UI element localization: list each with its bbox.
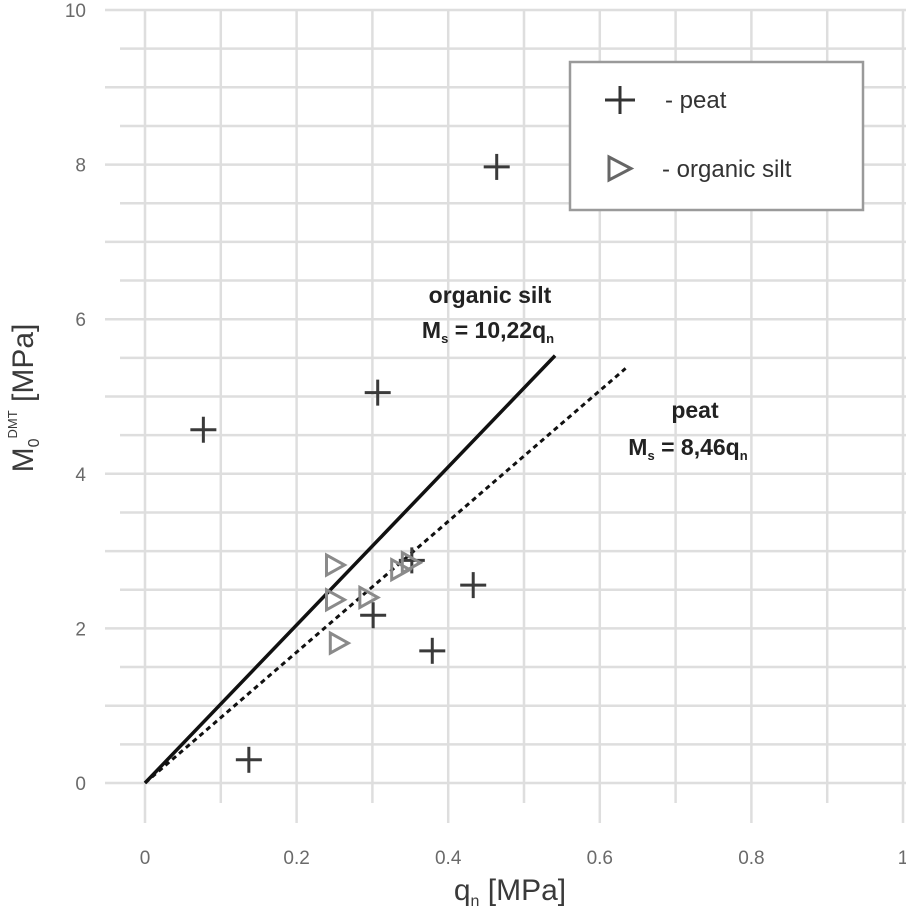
y-tick-label: 0 <box>75 774 86 795</box>
fit-lines <box>143 354 627 785</box>
legend-item-peat: - peat <box>605 86 727 114</box>
data-point-organic-silt <box>400 550 424 576</box>
data-points <box>190 153 510 773</box>
x-tick-label: 0.4 <box>435 848 462 869</box>
data-point-peat <box>360 602 387 629</box>
data-point-organic-silt <box>325 552 348 578</box>
y-axis-title: M0DMT [MPa] <box>5 324 43 473</box>
legend-label-peat: - peat <box>665 87 727 114</box>
data-point-peat <box>419 637 446 664</box>
x-axis-title: qn [MPa] <box>454 874 566 910</box>
y-tick-label: 6 <box>75 310 86 331</box>
x-tick-label: 0.2 <box>283 848 309 869</box>
legend-label-organic-silt: - organic silt <box>662 156 792 183</box>
data-point-organic-silt <box>325 587 348 613</box>
data-point-peat <box>190 416 217 443</box>
legend-box <box>568 60 865 212</box>
annotation-peat-title: peat <box>671 397 719 423</box>
legend-item-organic-silt: - organic silt <box>607 154 792 183</box>
triangle-right-marker-icon <box>607 154 635 183</box>
fit-line-peat <box>144 367 627 785</box>
annotation-organic-silt-equation: Ms = 10,22qn <box>422 317 554 346</box>
y-tick-label: 10 <box>65 1 86 22</box>
data-point-peat <box>235 746 262 773</box>
annotation-peat-equation: Ms = 8,46qn <box>628 434 747 463</box>
data-point-peat <box>460 572 487 599</box>
data-point-peat <box>483 153 510 180</box>
x-axis-ticks: 0 0.2 0.4 0.6 0.8 1 <box>140 848 906 869</box>
data-point-organic-silt <box>390 557 413 583</box>
annotation-organic-silt: organic silt Ms = 10,22qn <box>422 282 554 346</box>
x-tick-label: 0.6 <box>587 848 613 869</box>
y-tick-label: 8 <box>75 156 86 177</box>
y-axis-ticks: 0 2 4 6 8 10 <box>65 1 87 795</box>
data-point-peat <box>364 379 391 406</box>
annotation-peat: peat Ms = 8,46qn <box>628 397 747 463</box>
x-tick-label: 0.8 <box>738 848 764 869</box>
y-tick-label: 2 <box>75 619 86 640</box>
x-tick-label: 1 <box>898 848 906 869</box>
plus-marker-icon <box>605 86 635 114</box>
x-tick-label: 0 <box>140 848 151 869</box>
fit-line-organic-silt <box>143 354 557 785</box>
y-tick-label: 4 <box>75 465 86 486</box>
data-point-organic-silt <box>358 584 381 611</box>
data-point-organic-silt <box>328 630 352 656</box>
legend: - peat - organic silt <box>568 60 865 212</box>
annotation-organic-silt-title: organic silt <box>429 282 552 308</box>
